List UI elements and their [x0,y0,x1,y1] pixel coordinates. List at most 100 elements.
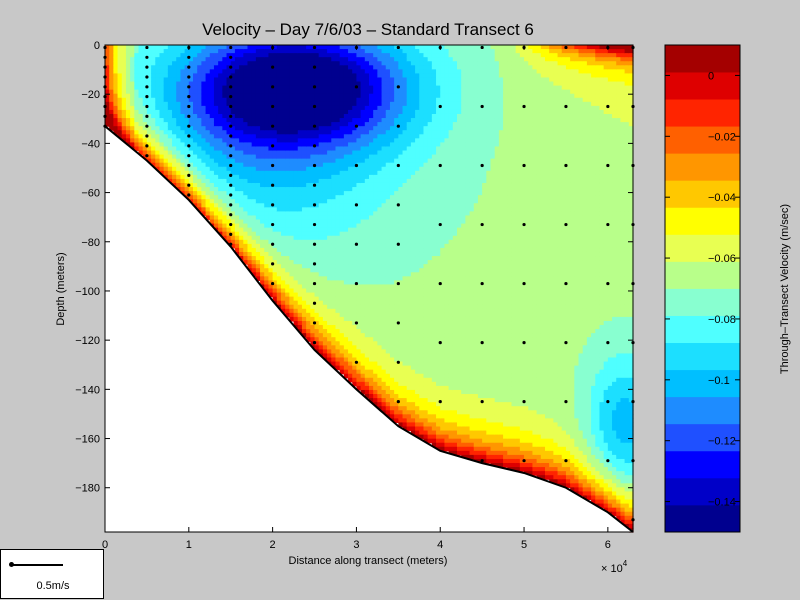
field-cell [172,118,177,123]
field-cell [440,45,446,50]
field-cell [402,333,408,338]
field-cell [373,154,378,160]
field-cell [314,308,320,314]
field-cell [377,89,383,95]
field-cell [364,256,370,261]
field-cell [276,154,282,160]
field-cell [352,284,358,290]
field-cell [260,174,265,180]
field-cell [402,162,408,168]
field-cell [423,280,429,286]
field-cell [360,45,366,50]
field-cell [218,97,223,103]
field-cell [440,49,446,54]
field-cell [213,170,219,176]
field-cell [331,138,337,143]
field-cell [431,389,437,395]
field-cell [356,85,362,91]
field-cell [268,219,274,225]
field-cell [155,105,161,111]
field-cell [385,187,391,192]
field-cell [389,288,395,294]
field-cell [260,264,265,269]
field-cell [201,122,207,127]
field-cell [163,122,169,127]
field-cell [381,57,387,62]
field-cell [289,53,295,58]
field-cell [394,284,399,290]
field-cell [222,45,228,50]
field-cell [339,89,345,95]
field-cell [419,146,425,152]
field-cell [276,243,282,249]
field-cell [322,337,328,342]
field-cell [381,349,387,355]
field-cell [310,118,316,123]
field-cell [335,150,341,156]
field-cell [117,81,123,87]
field-cell [276,174,282,180]
field-cell [394,292,399,298]
field-cell [297,109,303,115]
field-cell [213,150,219,156]
field-cell [155,158,161,164]
field-cell [188,182,194,188]
field-cell [377,251,383,257]
field-cell [281,211,286,217]
field-cell [394,122,399,127]
field-cell [151,150,156,156]
field-cell [172,130,177,135]
field-cell [201,195,207,200]
field-cell [402,49,408,54]
field-cell [364,357,370,363]
field-cell [385,349,391,355]
field-cell [176,158,182,164]
field-cell [436,122,441,127]
field-cell [322,272,328,277]
field-cell [314,276,320,281]
field-cell [431,219,437,225]
field-cell [431,272,437,277]
field-cell [348,292,353,298]
field-cell [406,296,412,302]
field-cell [213,199,219,204]
field-cell [151,85,156,91]
field-cell [306,325,311,330]
field-cell [301,126,307,131]
field-cell [226,105,232,111]
field-cell [188,45,194,50]
field-cell [188,113,194,119]
field-cell [431,146,437,152]
field-cell [436,422,441,428]
field-cell [306,195,311,200]
field-cell [281,138,286,143]
field-cell [310,337,316,342]
field-cell [243,154,249,160]
field-cell [369,178,374,184]
field-cell [222,146,228,152]
field-cell [343,178,349,184]
field-cell [389,260,395,265]
field-cell [335,227,341,233]
field-cell [369,191,374,196]
field-cell [381,187,387,192]
field-cell [205,57,211,62]
field-cell [163,134,169,139]
field-cell [431,337,437,342]
field-cell [293,219,299,225]
field-cell [331,308,337,314]
field-cell [172,109,177,115]
field-cell [377,329,383,334]
field-cell [218,150,223,156]
field-cell [369,126,374,131]
field-cell [410,85,416,91]
field-cell [406,402,412,407]
field-cell [310,199,316,204]
field-cell [297,150,303,156]
field-cell [272,203,278,208]
field-cell [369,353,374,359]
field-cell [369,292,374,298]
field-cell [272,126,278,131]
field-cell [318,211,324,217]
field-cell [377,239,383,245]
